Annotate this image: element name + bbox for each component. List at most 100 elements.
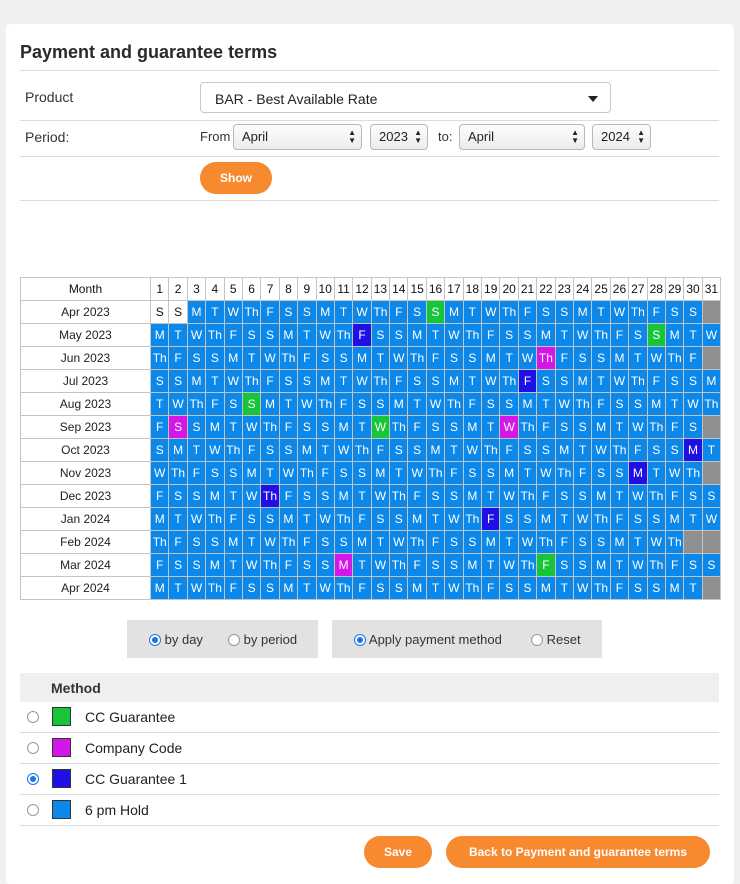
day-cell[interactable]: M	[664, 323, 685, 347]
day-cell[interactable]: S	[223, 461, 243, 485]
day-cell[interactable]: W	[517, 346, 538, 370]
radio-icon[interactable]	[228, 634, 240, 646]
day-cell[interactable]: Th	[260, 553, 280, 577]
day-cell[interactable]: F	[352, 576, 372, 600]
day-cell[interactable]: F	[223, 323, 243, 347]
day-cell[interactable]: W	[315, 576, 335, 600]
day-cell[interactable]: S	[572, 415, 593, 439]
day-cell[interactable]: T	[628, 530, 648, 554]
day-cell[interactable]: S	[462, 530, 483, 554]
day-cell[interactable]: W	[554, 392, 574, 416]
day-cell[interactable]: S	[370, 576, 391, 600]
day-cell[interactable]: T	[481, 415, 501, 439]
day-cell[interactable]: F	[333, 392, 354, 416]
day-cell[interactable]: M	[462, 484, 483, 508]
day-cell[interactable]: F	[205, 392, 225, 416]
day-cell[interactable]: S	[536, 300, 556, 324]
day-cell[interactable]: M	[352, 346, 372, 370]
day-cell[interactable]: S	[683, 300, 703, 324]
day-cell[interactable]: Th	[370, 369, 391, 393]
day-cell[interactable]: W	[572, 576, 593, 600]
day-cell[interactable]: Th	[646, 484, 666, 508]
day-cell[interactable]: F	[481, 507, 501, 531]
day-cell[interactable]: F	[664, 484, 685, 508]
day-cell[interactable]: W	[572, 323, 593, 347]
day-cell[interactable]: S	[554, 369, 574, 393]
day-cell[interactable]: Th	[646, 415, 666, 439]
day-cell[interactable]: S	[333, 530, 354, 554]
day-cell[interactable]: W	[370, 484, 391, 508]
day-cell[interactable]: S	[425, 553, 446, 577]
day-cell[interactable]: M	[517, 392, 538, 416]
day-cell[interactable]: F	[260, 369, 280, 393]
day-cell[interactable]: S	[683, 415, 703, 439]
day-cell[interactable]: M	[444, 300, 464, 324]
day-cell[interactable]: W	[628, 484, 648, 508]
day-cell[interactable]: S	[499, 576, 519, 600]
day-cell[interactable]: M	[223, 530, 243, 554]
day-cell[interactable]: F	[149, 484, 170, 508]
day-cell[interactable]: S	[168, 415, 188, 439]
day-cell[interactable]: F	[149, 415, 170, 439]
day-cell[interactable]: T	[205, 369, 225, 393]
day-cell[interactable]: S	[462, 346, 483, 370]
product-select[interactable]: BAR - Best Available Rate	[200, 82, 611, 113]
day-cell[interactable]: S	[186, 346, 207, 370]
day-cell[interactable]: S	[260, 323, 280, 347]
day-cell[interactable]: T	[683, 323, 703, 347]
day-cell[interactable]: S	[205, 346, 225, 370]
day-cell[interactable]: W	[186, 507, 207, 531]
day-cell[interactable]: T	[168, 323, 188, 347]
day-cell[interactable]: T	[370, 346, 391, 370]
day-cell[interactable]: T	[352, 415, 372, 439]
day-cell[interactable]: S	[297, 484, 317, 508]
day-cell[interactable]: W	[444, 323, 464, 347]
day-cell[interactable]: W	[628, 553, 648, 577]
day-cell[interactable]: S	[628, 507, 648, 531]
day-cell[interactable]: T	[297, 576, 317, 600]
day-cell[interactable]: M	[499, 461, 519, 485]
day-cell[interactable]: S	[260, 438, 280, 462]
day-cell[interactable]: S	[664, 369, 685, 393]
day-cell[interactable]: W	[536, 461, 556, 485]
day-cell[interactable]: Th	[628, 300, 648, 324]
day-cell[interactable]: F	[425, 346, 446, 370]
day-cell[interactable]: S	[646, 438, 666, 462]
day-cell[interactable]: S	[315, 415, 335, 439]
day-cell[interactable]: M	[260, 392, 280, 416]
method-row[interactable]: Company Code	[20, 733, 719, 764]
day-cell[interactable]: S	[389, 507, 409, 531]
day-cell[interactable]: T	[260, 461, 280, 485]
day-cell[interactable]: M	[352, 530, 372, 554]
day-cell[interactable]: Th	[609, 438, 630, 462]
day-cell[interactable]: W	[628, 415, 648, 439]
day-cell[interactable]: Th	[241, 369, 262, 393]
day-cell[interactable]: M	[389, 392, 409, 416]
day-cell[interactable]: T	[425, 323, 446, 347]
day-cell[interactable]: Th	[370, 300, 391, 324]
day-cell[interactable]: Th	[149, 346, 170, 370]
day-cell[interactable]: W	[646, 346, 666, 370]
day-cell[interactable]: T	[297, 507, 317, 531]
day-cell[interactable]: M	[701, 369, 722, 393]
by-day-option[interactable]: by day	[149, 632, 203, 647]
day-cell[interactable]: T	[149, 392, 170, 416]
day-cell[interactable]: Th	[646, 553, 666, 577]
day-cell[interactable]: T	[315, 438, 335, 462]
day-cell[interactable]: S	[572, 530, 593, 554]
day-cell[interactable]: M	[278, 507, 299, 531]
day-cell[interactable]: Th	[407, 530, 427, 554]
day-cell[interactable]: W	[701, 323, 722, 347]
day-cell[interactable]: T	[223, 484, 243, 508]
day-cell[interactable]: M	[536, 323, 556, 347]
day-cell[interactable]: T	[646, 461, 666, 485]
back-button[interactable]: Back to Payment and guarantee terms	[446, 836, 710, 868]
day-cell[interactable]: S	[315, 530, 335, 554]
day-cell[interactable]: Th	[260, 484, 280, 508]
day-cell[interactable]: T	[462, 300, 483, 324]
day-cell[interactable]: W	[499, 484, 519, 508]
day-cell[interactable]: Th	[297, 461, 317, 485]
day-cell[interactable]: S	[333, 346, 354, 370]
day-cell[interactable]: F	[149, 553, 170, 577]
day-cell[interactable]: T	[389, 461, 409, 485]
